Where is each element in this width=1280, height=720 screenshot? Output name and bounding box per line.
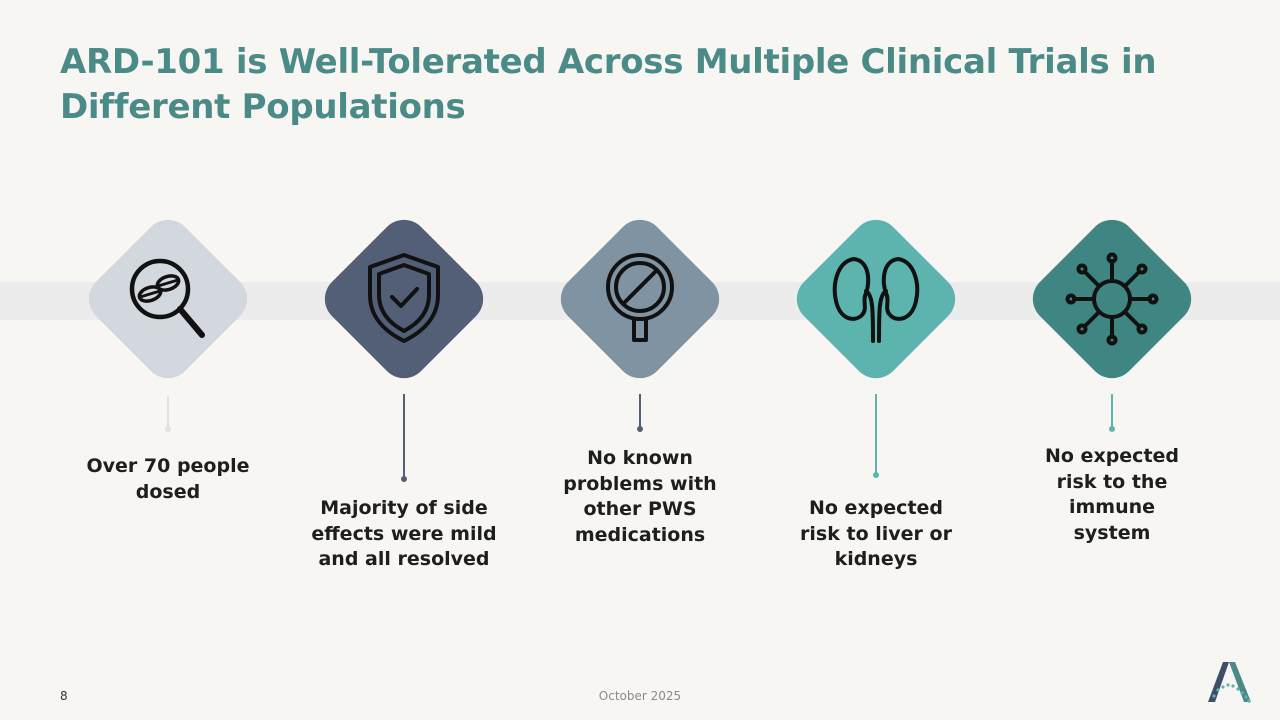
connector-dot	[401, 476, 407, 482]
feature-caption: No expected risk to the immune system	[1044, 445, 1180, 544]
feature-caption: No known problems with other PWS medicat…	[563, 447, 717, 546]
footer-date: October 2025	[598, 689, 682, 703]
connector-stem	[875, 394, 877, 474]
feature-caption: Majority of side effects were mild and a…	[311, 497, 497, 570]
feature-liver-kidneys: No expected risk to liver or kidneys	[776, 0, 976, 720]
page-number: 8	[60, 689, 68, 703]
magnifier-pills-icon	[118, 249, 218, 349]
slide-title: ARD-101 is Well-Tolerated Across Multipl…	[60, 42, 1157, 127]
shield-check-icon	[354, 249, 454, 349]
feature-caption: No expected risk to liver or kidneys	[800, 497, 952, 570]
virus-icon	[1062, 249, 1162, 349]
feature-dosed: Over 70 people dosed	[68, 0, 268, 720]
connector-dot	[1109, 426, 1115, 432]
kidneys-icon	[826, 249, 926, 349]
company-logo	[1204, 660, 1254, 706]
connector-dot	[165, 426, 171, 432]
feature-side-effects: Majority of side effects were mild and a…	[304, 0, 504, 720]
connector-dot	[637, 426, 643, 432]
feature-immune-system: No expected risk to the immune system	[1012, 0, 1212, 720]
connector-stem	[403, 394, 405, 478]
connector-stem	[1111, 394, 1113, 428]
connector-stem	[167, 396, 169, 426]
connector-dot	[873, 472, 879, 478]
prohibited-sign-icon	[590, 249, 690, 349]
feature-medications: No known problems with other PWS medicat…	[540, 0, 740, 720]
feature-caption: Over 70 people dosed	[86, 455, 250, 503]
connector-stem	[639, 394, 641, 428]
